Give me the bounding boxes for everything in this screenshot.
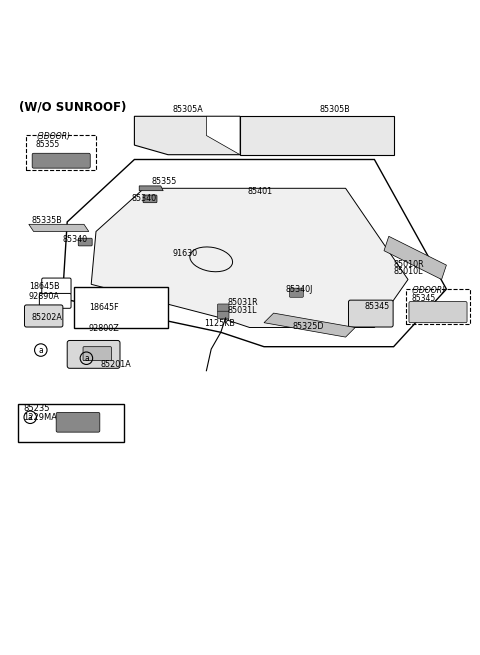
Polygon shape — [206, 117, 240, 155]
Text: 85345: 85345 — [365, 302, 390, 311]
FancyBboxPatch shape — [289, 288, 303, 297]
FancyBboxPatch shape — [42, 278, 71, 294]
Text: 85305A: 85305A — [173, 105, 204, 115]
Polygon shape — [29, 224, 89, 231]
FancyBboxPatch shape — [67, 341, 120, 368]
Text: (3DOOR): (3DOOR) — [36, 132, 70, 141]
Text: 85010R: 85010R — [394, 259, 424, 269]
Bar — [74, 287, 168, 328]
Text: 85202A: 85202A — [31, 313, 62, 322]
Text: 85305B: 85305B — [319, 105, 350, 115]
Text: a: a — [84, 354, 89, 363]
FancyBboxPatch shape — [217, 311, 229, 319]
Text: 85340: 85340 — [62, 235, 87, 244]
Text: a: a — [38, 346, 43, 354]
Text: 91630: 91630 — [173, 250, 198, 259]
FancyBboxPatch shape — [409, 301, 467, 323]
FancyBboxPatch shape — [87, 290, 126, 317]
FancyBboxPatch shape — [24, 305, 63, 327]
FancyBboxPatch shape — [348, 300, 393, 327]
Text: 85340: 85340 — [132, 195, 157, 203]
Text: 92800Z: 92800Z — [89, 324, 120, 333]
Text: 85340J: 85340J — [286, 284, 313, 293]
Polygon shape — [91, 188, 408, 328]
Bar — [406, 289, 470, 324]
Text: 85355: 85355 — [151, 176, 177, 185]
Text: a: a — [28, 413, 33, 422]
Polygon shape — [134, 117, 240, 155]
Text: 85031L: 85031L — [228, 306, 257, 314]
Text: 1125KB: 1125KB — [204, 318, 235, 328]
Text: 85031R: 85031R — [228, 298, 259, 307]
Text: 85401: 85401 — [247, 187, 272, 196]
Text: 85325D: 85325D — [293, 322, 324, 331]
Polygon shape — [139, 186, 163, 191]
Text: 18645F: 18645F — [89, 303, 119, 312]
Text: 85335B: 85335B — [31, 216, 62, 225]
FancyBboxPatch shape — [56, 413, 100, 432]
FancyBboxPatch shape — [143, 195, 157, 202]
Bar — [26, 135, 96, 170]
Text: (W/O SUNROOF): (W/O SUNROOF) — [19, 101, 127, 114]
Text: 85010L: 85010L — [394, 267, 423, 276]
Polygon shape — [240, 117, 394, 155]
Polygon shape — [264, 313, 355, 337]
Text: 85345: 85345 — [411, 294, 436, 303]
Text: 1229MA: 1229MA — [23, 413, 57, 422]
Text: 85235: 85235 — [23, 404, 49, 413]
Text: 85201A: 85201A — [101, 360, 132, 369]
FancyBboxPatch shape — [39, 293, 71, 309]
Text: 18645B: 18645B — [29, 282, 60, 291]
FancyBboxPatch shape — [78, 238, 92, 246]
Polygon shape — [384, 236, 446, 280]
Text: 85355: 85355 — [36, 140, 60, 149]
FancyBboxPatch shape — [217, 304, 229, 312]
FancyBboxPatch shape — [83, 346, 111, 361]
FancyBboxPatch shape — [32, 153, 90, 168]
Text: 92890A: 92890A — [29, 291, 60, 301]
Text: (3DOOR): (3DOOR) — [411, 286, 445, 295]
Bar — [18, 404, 124, 441]
